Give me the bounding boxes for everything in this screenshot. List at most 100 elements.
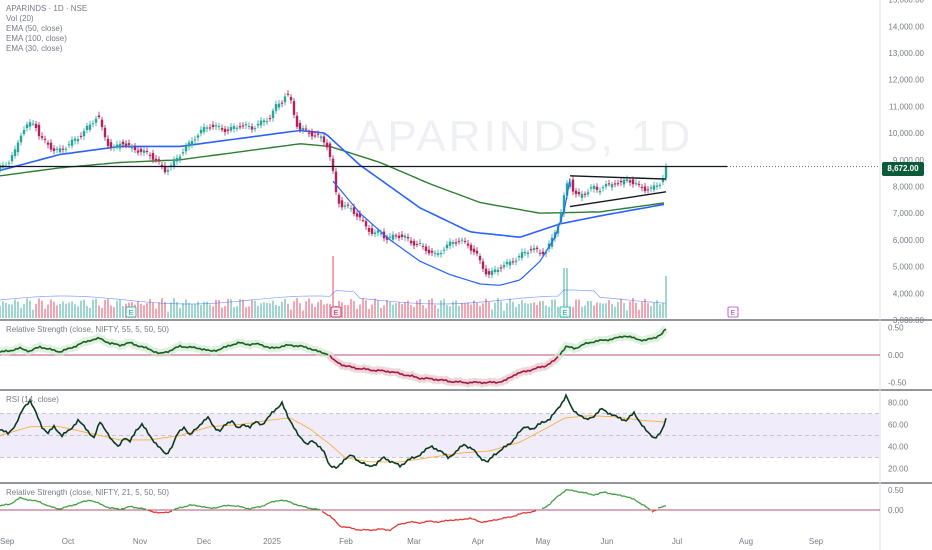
volume-bar-52	[155, 308, 157, 318]
volume-bar-134	[401, 304, 403, 318]
volume-bar-194	[581, 306, 583, 318]
volume-bar-109	[326, 303, 328, 318]
rs55-negative-line	[329, 355, 559, 385]
volume-bar-15	[44, 308, 46, 318]
volume-bar-2	[5, 303, 7, 318]
handle-lower-line	[569, 191, 667, 208]
volume-bar-141	[422, 305, 424, 318]
volume-bar-173	[518, 304, 520, 318]
candle-body-46	[136, 150, 140, 153]
candle-body-33	[97, 115, 101, 118]
price-tick-5: 8,000.00	[893, 183, 925, 192]
volume-bar-8	[23, 303, 25, 318]
rs55-pane-title[interactable]: Relative Strength (close, NIFTY, 55, 5, …	[6, 325, 170, 334]
symbol-watermark: APARINDS, 1D	[355, 112, 694, 161]
candle-body-69	[205, 127, 209, 129]
volume-bar-50	[149, 299, 151, 318]
candle-body-210	[628, 180, 632, 183]
handle-upper-line	[569, 175, 667, 180]
volume-bar-167	[500, 301, 502, 318]
candle-body-28	[82, 130, 86, 137]
legend-ema50[interactable]: EMA (50, close)	[6, 24, 63, 33]
rsi-pane-title[interactable]: RSI (14, close)	[6, 395, 59, 404]
volume-bar-108	[323, 304, 325, 318]
price-tick-12: 15,000.00	[888, 0, 924, 5]
rs55-tick-0: 0.50	[888, 324, 904, 333]
legend-ema100[interactable]: EMA (100, close)	[6, 34, 67, 43]
volume-bar-118	[353, 300, 355, 318]
candle-body-56	[166, 170, 170, 172]
volume-bar-62	[185, 299, 187, 318]
candle-body-52	[154, 158, 158, 161]
candle-body-130	[388, 236, 392, 238]
volume-bar-114	[341, 302, 343, 318]
volume-bar-162	[485, 298, 487, 318]
rs55-negative-glow	[327, 353, 561, 388]
candle-body-5	[13, 149, 17, 157]
candle-body-21	[61, 148, 65, 150]
volume-bar-58	[173, 298, 175, 318]
volume-bar-14	[41, 300, 43, 318]
volume-bar-150	[449, 306, 451, 318]
volume-bar-170	[509, 298, 511, 318]
candle-body-17	[49, 142, 53, 150]
legend-ema30[interactable]: EMA (30, close)	[6, 44, 63, 53]
candle-body-16	[46, 142, 50, 145]
candle-body-114	[340, 200, 344, 208]
volume-bar-100	[299, 303, 301, 318]
volume-bar-143	[428, 299, 430, 318]
volume-bar-93	[278, 305, 280, 318]
rs21-pane-title[interactable]: Relative Strength (close, NIFTY, 21, 5, …	[6, 488, 170, 497]
candle-body-73	[217, 126, 221, 128]
volume-bar-206	[617, 301, 619, 318]
volume-bar-22	[65, 303, 67, 318]
candle-body-211	[631, 179, 635, 185]
candle-body-216	[646, 189, 650, 191]
volume-bar-1	[2, 301, 4, 318]
volume-bar-0	[0, 306, 1, 318]
candle-body-94	[280, 102, 284, 104]
volume-bar-90	[269, 303, 271, 318]
legend-symbol[interactable]: APARINDS · 1D · NSE	[6, 4, 88, 13]
price-tick-4: 7,000.00	[893, 209, 925, 218]
volume-bar-66	[197, 301, 199, 318]
volume-bar-176	[527, 303, 529, 318]
candle-body-190	[568, 182, 572, 187]
volume-bar-32	[95, 298, 97, 318]
candle-body-193	[577, 192, 581, 195]
volume-bar-39	[116, 300, 118, 318]
candle-body-77	[229, 126, 233, 131]
volume-bar-89	[266, 303, 268, 318]
candle-body-3	[7, 162, 11, 164]
volume-bar-13	[38, 298, 40, 318]
candle-body-164	[490, 270, 494, 275]
volume-bar-159	[476, 302, 478, 318]
candle-body-131	[391, 234, 395, 240]
volume-bar-158	[473, 300, 475, 318]
time-tick-0: Sep	[0, 537, 15, 546]
volume-bar-80	[239, 299, 241, 318]
candle-body-96	[286, 93, 290, 95]
legend-volume[interactable]: Vol (20)	[6, 14, 34, 23]
candle-body-146	[436, 253, 440, 255]
volume-bar-189	[566, 268, 568, 318]
candle-body-86	[256, 123, 260, 126]
volume-bar-98	[293, 301, 295, 318]
candle-body-67	[199, 129, 203, 134]
candle-body-51	[151, 153, 155, 160]
volume-bar-9	[26, 298, 28, 318]
price-tick-10: 13,000.00	[888, 49, 924, 58]
candle-body-54	[160, 164, 164, 166]
volume-bar-120	[359, 304, 361, 318]
volume-bar-82	[245, 307, 247, 318]
candle-body-55	[163, 165, 167, 173]
volume-bar-197	[590, 301, 592, 318]
volume-bar-191	[572, 306, 574, 318]
candle-body-84	[250, 126, 254, 130]
candle-body-206	[616, 183, 620, 185]
volume-bar-193	[578, 299, 580, 318]
volume-bar-104	[311, 303, 313, 318]
volume-bar-207	[620, 298, 622, 318]
candle-body-104	[310, 131, 314, 137]
